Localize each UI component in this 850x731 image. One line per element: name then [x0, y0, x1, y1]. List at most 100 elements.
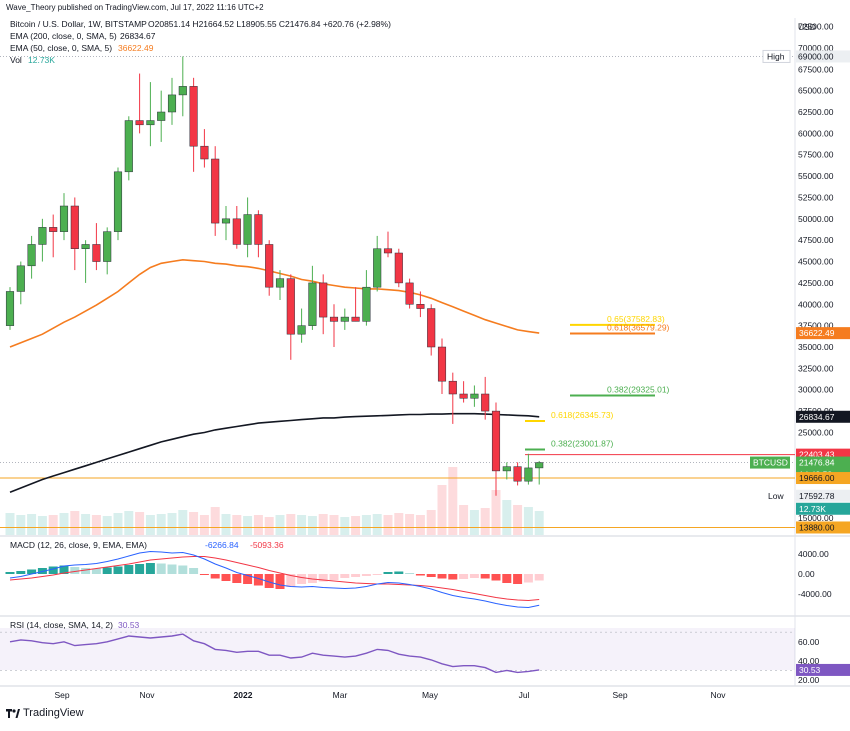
vol-tag-box [796, 502, 850, 515]
symbol-tag-box [750, 456, 790, 469]
macd-hist-bar [448, 574, 458, 580]
support-tag: 19666.00 [799, 473, 835, 483]
volume-bar [48, 515, 58, 535]
candle-body [157, 111, 166, 121]
volume-bar [372, 514, 382, 535]
candle-body [146, 120, 155, 126]
volume-bar [264, 517, 274, 535]
ema50-tag: 36622.49 [799, 328, 835, 338]
rsi-tick: 20.00 [798, 675, 820, 685]
macd-hist-bar [480, 574, 490, 579]
volume-bar [91, 515, 101, 535]
volume-bar [426, 510, 436, 535]
volume-bar [243, 516, 253, 535]
candle-body [427, 308, 436, 348]
candle-body [383, 248, 393, 254]
candle-body [459, 393, 468, 399]
candle-body [135, 120, 144, 126]
candle-body [319, 282, 328, 318]
macd-hist-bar [361, 574, 371, 576]
candle-body [103, 231, 112, 262]
volume-bar [469, 510, 479, 535]
candle-body [70, 205, 79, 249]
candle-body [221, 218, 231, 224]
candle-body [113, 171, 123, 232]
candle-body [394, 252, 403, 284]
brand-name: TradingView [23, 707, 84, 719]
macd-hist-bar [340, 574, 350, 578]
price-tick-label: 32500.00 [798, 363, 834, 373]
candle-body [524, 467, 533, 482]
time-tick-label: Nov [139, 690, 155, 700]
price-tick-label: 25000.00 [798, 427, 834, 437]
axis-currency: USD [798, 22, 816, 32]
low-tag-box [765, 489, 790, 502]
rsi-band [0, 628, 795, 670]
macd-hist-bar [145, 563, 155, 574]
legend-ema50-label: EMA (50, close, 0, SMA, 5) [10, 43, 112, 53]
legend-ema200-label: EMA (200, close, 0, SMA, 5) [10, 31, 117, 41]
ema200-tag: 26834.67 [799, 412, 835, 422]
candle-body [275, 278, 285, 288]
candle-body [81, 244, 90, 249]
ema50-tag-box [796, 327, 850, 340]
volume-bar [135, 512, 145, 535]
legend-ema50-value: 36622.49 [118, 43, 154, 53]
time-tick-label: Jul [519, 690, 530, 700]
fib-label: 0.382(23001.87) [551, 439, 614, 449]
macd-hist-bar [286, 574, 296, 587]
price-tick-label: 35000.00 [798, 342, 834, 352]
candle-body [416, 304, 425, 309]
macd-hist-bar [534, 574, 544, 581]
macd-hist-bar [113, 566, 123, 574]
price-tick-label: 67500.00 [798, 64, 834, 74]
candle-body [351, 316, 360, 322]
macd-hist-bar [351, 574, 361, 577]
publisher-note: Wave_Theory published on TradingView.com… [6, 3, 264, 12]
high-tag: High [767, 51, 785, 61]
volume-bar [459, 505, 469, 535]
macd-hist-bar [5, 572, 15, 574]
volume-bar [394, 513, 404, 535]
candle-body [340, 316, 349, 322]
vol-tag: 12.73K [799, 504, 826, 514]
price-tick-label: 45000.00 [798, 257, 834, 267]
volume-bar [124, 511, 134, 535]
tradingview-icon [6, 708, 20, 718]
high-value-box [796, 50, 850, 63]
rsi-line [9, 633, 540, 674]
volume-bar [513, 505, 523, 535]
support2-tag: 13880.00 [799, 522, 835, 532]
macd-hist-bar [124, 565, 134, 574]
candle-body [92, 244, 101, 262]
candle-body [470, 393, 479, 399]
volume-bar [27, 514, 37, 535]
volume-bar [329, 515, 339, 535]
macd-hist-bar [415, 574, 425, 576]
price-tick-label: 40000.00 [798, 299, 834, 309]
rsi-value-box [796, 663, 850, 676]
price-tick-label: 70000.00 [798, 43, 834, 53]
candle-body [362, 286, 371, 322]
rsi-legend-value: 30.53 [118, 620, 140, 630]
macd-tick: 0.00 [798, 569, 815, 579]
candle-body [38, 227, 47, 245]
macd-tick: 4000.00 [798, 549, 829, 559]
macd-hist-bar [81, 568, 91, 574]
macd-hist-bar [264, 574, 274, 588]
volume-bar [534, 511, 544, 535]
volume-bar [16, 515, 26, 535]
macd-hist-bar [232, 574, 242, 583]
macd-hist-bar [372, 574, 382, 575]
macd-hist-bar [70, 567, 80, 574]
fib-label: 0.65(37582.83) [607, 314, 665, 324]
candle-body [405, 282, 414, 305]
rsi-value-tag: 30.53 [799, 665, 821, 675]
volume-bar [5, 513, 15, 535]
legend-vol-label: Vol [10, 55, 22, 65]
time-tick-label: Mar [333, 690, 348, 700]
fib-label: 0.618(36579.29) [607, 323, 670, 333]
price-tick-label: 30000.00 [798, 385, 834, 395]
